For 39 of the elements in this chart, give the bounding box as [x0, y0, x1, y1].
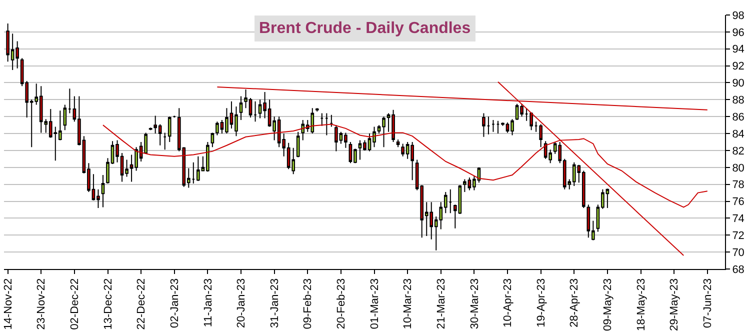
y-tick-label: 78	[732, 179, 744, 192]
y-tick-label: 70	[732, 246, 744, 259]
y-tick-label: 90	[732, 78, 744, 90]
y-tick-label: 76	[732, 196, 744, 208]
y-tick-label: 82	[732, 145, 744, 158]
x-tick-label: 09-May-23	[602, 278, 614, 331]
y-tick-label: 94	[732, 44, 744, 56]
x-tick-label: 02-Dec-22	[69, 278, 82, 330]
x-tick-label: 20-Jan-23	[236, 278, 248, 328]
x-tick-label: 14-Nov-22	[2, 278, 14, 330]
y-tick-label: 80	[732, 162, 744, 174]
y-tick-label: 74	[732, 213, 744, 226]
x-tick-label: 11-Jan-23	[202, 278, 214, 328]
y-tick-label: 68	[732, 264, 744, 276]
x-tick-label: 02-Jan-23	[168, 278, 181, 328]
x-tick-label: 09-Feb-23	[302, 278, 314, 330]
x-tick-label: 19-Apr-23	[535, 278, 548, 328]
y-tick-label: 72	[732, 230, 744, 242]
x-tick-label: 22-Dec-22	[136, 278, 148, 330]
x-tick-label: 18-May-23	[635, 278, 648, 331]
x-tick-label: 01-Mar-23	[368, 278, 381, 330]
x-tick-label: 07-Jun-23	[702, 278, 714, 328]
y-tick-label: 88	[732, 94, 744, 107]
y-tick-label: 84	[732, 128, 744, 140]
x-tick-label: 21-Mar-23	[435, 278, 448, 330]
y-tick-label: 98	[732, 10, 744, 22]
x-tick-label: 20-Feb-23	[336, 278, 348, 330]
x-tick-label: 23-Nov-22	[36, 278, 48, 330]
x-tick-label: 28-Apr-23	[568, 278, 581, 328]
x-tick-label: 13-Dec-22	[102, 278, 114, 330]
y-tick-label: 92	[732, 60, 744, 73]
y-tick-label: 86	[732, 111, 744, 124]
x-tick-label: 30-Mar-23	[468, 278, 481, 330]
chart-title: Brent Crude - Daily Candles	[259, 20, 471, 37]
x-tick-label: 31-Jan-23	[268, 278, 281, 328]
x-tick-label: 29-May-23	[668, 278, 681, 331]
y-tick-label: 96	[732, 26, 744, 39]
x-tick-label: 10-Apr-23	[502, 278, 514, 328]
x-tick-label: 10-Mar-23	[402, 278, 414, 330]
